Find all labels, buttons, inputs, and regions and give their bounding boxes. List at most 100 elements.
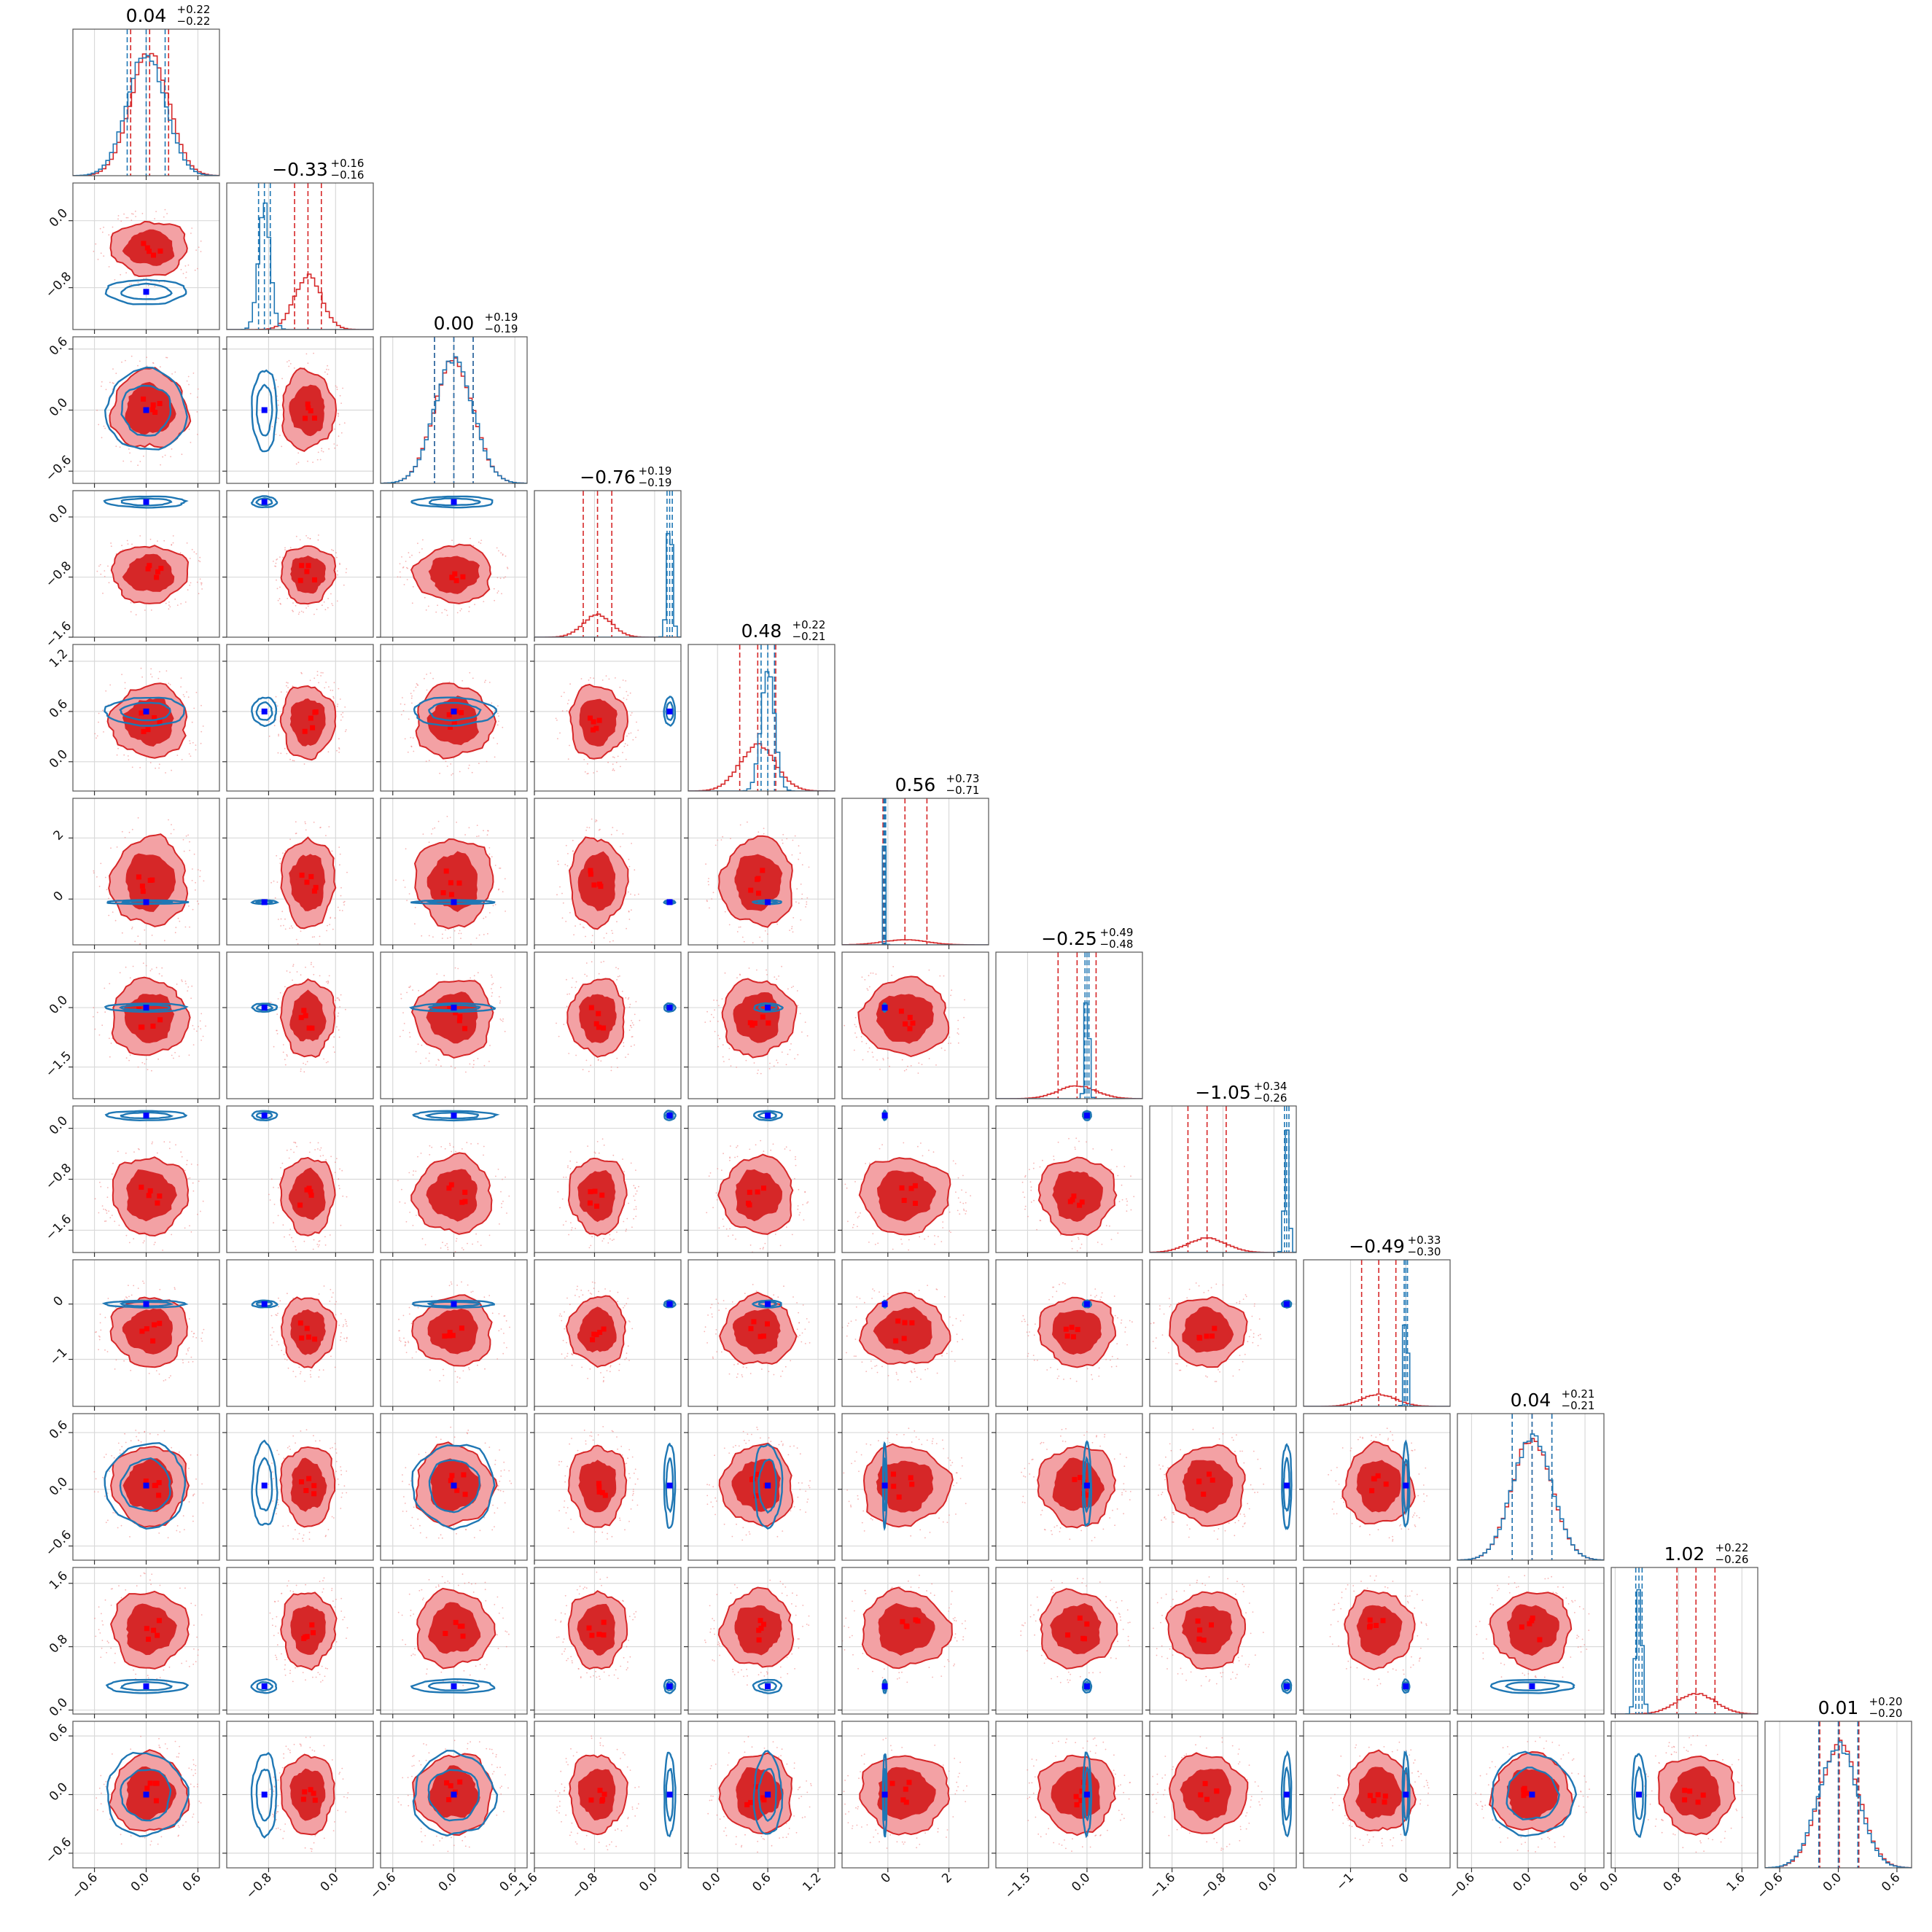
scatter-point <box>346 1196 348 1198</box>
scatter-point <box>1331 1470 1332 1471</box>
scatter-point <box>404 887 406 888</box>
scatter-point <box>346 568 348 570</box>
scatter-point <box>440 1438 442 1441</box>
blue-marker <box>881 1005 888 1011</box>
scatter-point <box>478 934 480 936</box>
scatter-point <box>199 1020 201 1022</box>
scatter-point <box>881 1677 884 1679</box>
scatter-point <box>1029 1169 1030 1170</box>
scatter-point <box>1161 1493 1163 1495</box>
scatter-point <box>275 1314 277 1316</box>
scatter-point <box>183 1529 185 1530</box>
scatter-point <box>323 1745 325 1747</box>
scatter-point <box>113 382 114 384</box>
scatter-point <box>332 1600 334 1602</box>
scatter-point <box>871 1051 873 1053</box>
scatter-point <box>281 1653 282 1655</box>
red-marker <box>901 1198 907 1203</box>
scatter-point <box>408 1032 410 1034</box>
scatter-point <box>903 1070 905 1072</box>
scatter-point <box>313 1435 314 1437</box>
scatter-point <box>316 671 319 672</box>
red-marker <box>144 1785 150 1791</box>
scatter-point <box>1129 1491 1131 1492</box>
scatter-point <box>919 1529 922 1531</box>
blue-marker <box>143 499 149 505</box>
scatter-point <box>634 1044 635 1046</box>
red-marker <box>305 563 311 569</box>
panel-plot-area <box>842 1106 989 1253</box>
red-histogram <box>1457 1438 1604 1560</box>
scatter-point <box>569 1160 571 1162</box>
red-marker <box>453 1010 459 1016</box>
scatter-point <box>1119 1616 1121 1618</box>
scatter-point <box>281 1767 284 1769</box>
scatter-point <box>736 1067 737 1068</box>
scatter-point <box>415 1051 417 1053</box>
scatter-point <box>106 1652 107 1654</box>
scatter-point <box>599 1578 601 1580</box>
scatter-point <box>928 1149 930 1151</box>
scatter-point <box>615 677 616 679</box>
blue-marker <box>1283 1301 1290 1307</box>
scatter-point <box>859 1298 861 1299</box>
scatter-point <box>128 1285 129 1286</box>
scatter-point <box>416 1215 417 1216</box>
scatter-point <box>432 936 434 938</box>
scatter-point <box>408 1313 410 1315</box>
scatter-point <box>566 1355 568 1358</box>
scatter-point <box>105 1220 107 1222</box>
scatter-point <box>110 1605 112 1606</box>
scatter-point <box>712 1356 714 1358</box>
scatter-point <box>279 1300 281 1302</box>
scatter-point <box>427 605 429 607</box>
scatter-point <box>564 1594 566 1597</box>
scatter-point <box>475 938 478 939</box>
scatter-point <box>402 1314 405 1317</box>
scatter-point <box>93 1491 96 1493</box>
scatter-point <box>1114 1314 1116 1317</box>
scatter-point <box>188 1666 190 1667</box>
scatter-point <box>961 1623 963 1624</box>
scatter-point <box>595 819 597 821</box>
scatter-point <box>1026 1331 1028 1333</box>
panel-plot-area <box>227 952 373 1099</box>
scatter-point <box>314 1149 316 1150</box>
scatter-point <box>331 850 333 852</box>
scatter-point <box>343 1796 345 1798</box>
scatter-point <box>178 1826 180 1828</box>
red-marker <box>459 1624 465 1629</box>
red-marker <box>596 1484 602 1489</box>
scatter-point <box>468 1581 470 1584</box>
scatter-point <box>193 707 195 709</box>
scatter-point <box>466 1432 468 1434</box>
scatter-point <box>342 387 343 389</box>
scatter-point <box>1102 1528 1105 1530</box>
scatter-point <box>1576 1637 1578 1639</box>
scatter-point <box>593 1675 594 1677</box>
scatter-point <box>330 1156 332 1158</box>
scatter-point <box>159 1288 161 1290</box>
scatter-point <box>1479 1621 1481 1622</box>
scatter-point <box>565 1220 567 1223</box>
red-marker <box>755 1471 760 1477</box>
panel-10-7 <box>1145 1567 1297 1718</box>
param-title: 0.56 <box>895 774 936 795</box>
scatter-point <box>277 599 279 601</box>
red-marker <box>748 887 754 893</box>
scatter-point <box>346 1797 348 1799</box>
scatter-point <box>503 1469 505 1471</box>
scatter-point <box>596 1676 598 1678</box>
scatter-point <box>105 1780 107 1783</box>
scatter-point <box>488 1295 491 1296</box>
y-tick-label: 0.0 <box>47 1475 71 1499</box>
scatter-point <box>134 210 136 212</box>
scatter-point <box>277 1827 279 1829</box>
scatter-point <box>101 1024 104 1027</box>
scatter-point <box>119 972 121 974</box>
scatter-point <box>1123 1483 1125 1484</box>
scatter-point <box>192 1044 195 1045</box>
scatter-point <box>141 213 144 214</box>
panel-plot-area <box>381 952 527 1099</box>
scatter-point <box>843 1472 845 1474</box>
